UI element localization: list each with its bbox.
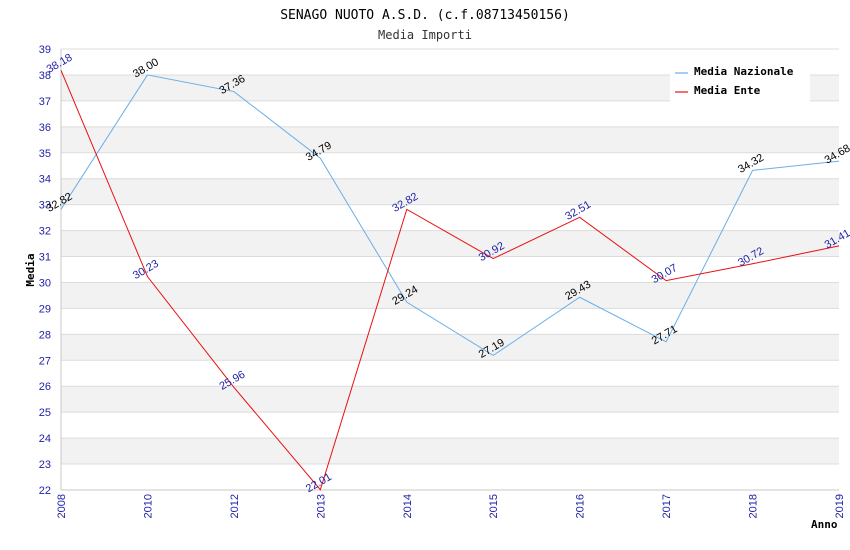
legend-label-ente: Media Ente — [694, 84, 761, 97]
y-tick-label: 38 — [39, 70, 51, 82]
y-axis: 22 23 24 25 26 27 28 29 30 31 32 33 34 35 36 37 38 39 — [39, 44, 51, 497]
x-tick-label: 2016 — [575, 494, 587, 518]
data-labels: 32.8238.0037.3634.7929.2427.1929.4327.71… — [45, 52, 850, 496]
y-tick-label: 26 — [39, 381, 51, 393]
grid-band — [61, 126, 839, 153]
y-tick-label: 27 — [39, 355, 51, 367]
y-tick-label: 30 — [39, 277, 51, 289]
x-axis-label: Anno — [811, 518, 838, 531]
x-tick-label: 2018 — [748, 494, 760, 518]
plot-background — [60, 48, 839, 491]
y-axis-label: Media — [24, 253, 37, 286]
legend: Media Nazionale Media Ente — [670, 60, 810, 102]
grid-band — [61, 282, 839, 309]
chart-subtitle: Media Importi — [378, 28, 472, 42]
y-tick-label: 28 — [39, 329, 51, 341]
legend-label-nazionale: Media Nazionale — [694, 65, 794, 78]
y-tick-label: 23 — [39, 459, 51, 471]
grid-band — [61, 386, 839, 413]
grid-band — [61, 334, 839, 361]
x-tick-label: 2008 — [56, 494, 68, 518]
y-tick-label: 37 — [39, 96, 51, 108]
series-line-ente — [60, 70, 840, 491]
x-axis: 2008 2010 2012 2013 2014 2015 2016 2017 2018 2019 — [56, 494, 846, 518]
series-line-nazionale — [60, 74, 840, 356]
x-tick-label: 2017 — [661, 494, 673, 518]
data-label: 22.01 — [304, 471, 334, 495]
y-tick-label: 31 — [39, 252, 51, 264]
x-tick-label: 2013 — [315, 494, 327, 518]
data-label: 32.82 — [45, 191, 75, 215]
x-tick-label: 2019 — [834, 494, 846, 518]
series-lines — [60, 70, 840, 491]
data-label: 34.32 — [736, 152, 766, 176]
y-tick-label: 24 — [39, 433, 51, 445]
chart-title: SENAGO NUOTO A.S.D. (c.f.08713450156) — [280, 8, 570, 23]
x-tick-label: 2014 — [402, 494, 414, 518]
grid-band — [61, 178, 839, 205]
x-tick-label: 2015 — [488, 494, 500, 518]
y-tick-label: 35 — [39, 148, 51, 160]
y-tick-label: 36 — [39, 122, 51, 134]
y-tick-label: 32 — [39, 226, 51, 238]
y-tick-label: 34 — [39, 174, 51, 186]
y-tick-label: 25 — [39, 407, 51, 419]
y-tick-label: 29 — [39, 303, 51, 315]
y-tick-label: 39 — [39, 44, 51, 56]
x-tick-label: 2012 — [229, 494, 241, 518]
data-label: 30.23 — [131, 258, 161, 282]
grid-band — [61, 230, 839, 257]
y-tick-label: 33 — [39, 200, 51, 212]
grid-band — [61, 438, 839, 465]
legend-background — [670, 60, 810, 102]
x-tick-label: 2010 — [142, 494, 154, 518]
y-tick-label: 22 — [39, 485, 51, 497]
